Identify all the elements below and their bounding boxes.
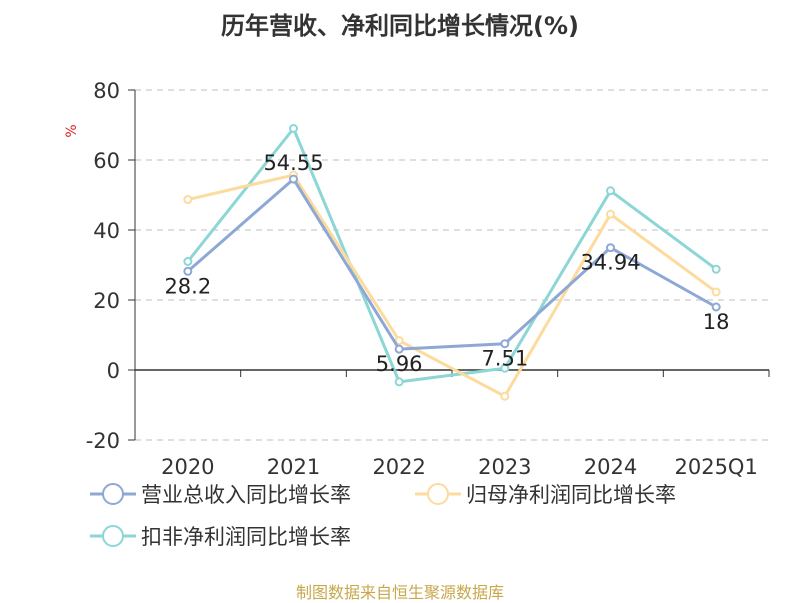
y-tick-label: 20	[93, 289, 120, 313]
data-label: 34.94	[580, 251, 640, 275]
legend-item[interactable]: 归母净利润同比增长率	[415, 479, 676, 509]
data-point	[183, 266, 193, 276]
series-line	[186, 127, 718, 384]
y-axis-label: %	[64, 124, 80, 137]
y-tick-label: 0	[107, 359, 120, 383]
x-tick-label: 2023	[478, 455, 531, 479]
data-label: 7.51	[481, 347, 528, 371]
data-label: 54.55	[263, 151, 323, 175]
data-point	[711, 264, 721, 274]
data-point	[394, 377, 404, 387]
grid-lines	[135, 89, 769, 441]
legend-item[interactable]: 营业总收入同比增长率	[90, 479, 351, 509]
data-point	[289, 124, 298, 133]
data-point	[711, 302, 721, 312]
data-point	[183, 257, 193, 266]
y-tick-label: 40	[93, 219, 120, 243]
data-point	[606, 186, 615, 196]
series-line	[187, 173, 718, 398]
series-line	[186, 177, 717, 351]
legend-label: 营业总收入同比增长率	[141, 483, 351, 507]
x-tick-label: 2024	[584, 455, 637, 479]
x-tick-label: 2025Q1	[674, 455, 757, 479]
data-point	[500, 363, 510, 373]
data-point	[500, 339, 510, 349]
data-label: 18	[703, 310, 730, 334]
y-tick-label: 60	[93, 149, 120, 173]
legend-label: 扣非净利润同比增长率	[141, 525, 351, 549]
y-tick-label: 80	[93, 79, 120, 103]
data-point	[606, 209, 615, 219]
source-note: 制图数据来自恒生聚源数据库	[295, 583, 504, 602]
x-tick-label: 2022	[372, 455, 425, 479]
chart-title: 历年营收、净利同比增长情况(%)	[221, 12, 579, 40]
data-point	[711, 287, 721, 297]
data-label: 28.2	[164, 274, 211, 298]
legend-label: 归母净利润同比增长率	[466, 483, 676, 507]
data-point	[394, 344, 404, 354]
series-lines	[183, 124, 721, 401]
x-tick-label: 2020	[161, 455, 214, 479]
data-point	[183, 195, 193, 205]
data-point	[606, 243, 615, 253]
x-tick-label: 2021	[267, 455, 320, 479]
data-labels: 28.2 54.55 5.96 7.51 34.94 18	[164, 151, 729, 376]
data-point	[394, 336, 404, 346]
data-point	[289, 174, 298, 184]
data-point	[500, 391, 510, 401]
legend-swatch-icon	[90, 483, 136, 505]
data-label: 5.96	[376, 352, 423, 376]
legend-swatch-icon	[90, 525, 136, 547]
legend-item[interactable]: 扣非净利润同比增长率	[90, 521, 351, 551]
y-tick-label: -20	[86, 429, 120, 453]
legend-swatch-icon	[415, 483, 461, 505]
